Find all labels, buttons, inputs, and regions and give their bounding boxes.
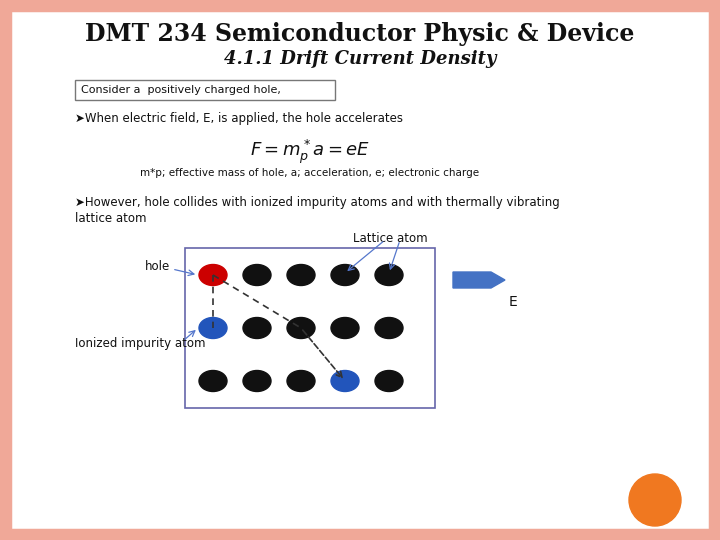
- Text: DMT 234 Semiconductor Physic & Device: DMT 234 Semiconductor Physic & Device: [85, 22, 635, 46]
- Ellipse shape: [331, 370, 359, 392]
- Ellipse shape: [243, 265, 271, 286]
- Ellipse shape: [629, 474, 681, 526]
- Ellipse shape: [331, 265, 359, 286]
- Ellipse shape: [199, 370, 227, 392]
- Text: ➤However, hole collides with ionized impurity atoms and with thermally vibrating: ➤However, hole collides with ionized imp…: [75, 196, 559, 209]
- Ellipse shape: [199, 318, 227, 339]
- Text: lattice atom: lattice atom: [75, 212, 146, 225]
- Ellipse shape: [243, 318, 271, 339]
- Ellipse shape: [287, 370, 315, 392]
- Text: $F = m^*_p a = eE$: $F = m^*_p a = eE$: [250, 138, 370, 166]
- Ellipse shape: [243, 370, 271, 392]
- Ellipse shape: [287, 265, 315, 286]
- Ellipse shape: [375, 318, 403, 339]
- Text: Consider a  positively charged hole,: Consider a positively charged hole,: [81, 85, 281, 95]
- Text: ➤When electric field, E, is applied, the hole accelerates: ➤When electric field, E, is applied, the…: [75, 112, 403, 125]
- Text: m*p; effective mass of hole, a; acceleration, e; electronic charge: m*p; effective mass of hole, a; accelera…: [140, 168, 480, 178]
- Ellipse shape: [375, 265, 403, 286]
- Text: 4.1.1 Drift Current Density: 4.1.1 Drift Current Density: [224, 50, 496, 68]
- Text: Ionized impurity atom: Ionized impurity atom: [75, 336, 205, 349]
- Ellipse shape: [199, 265, 227, 286]
- Bar: [75, 80, 335, 100]
- Text: hole: hole: [145, 260, 170, 273]
- Ellipse shape: [287, 318, 315, 339]
- Bar: [185, 248, 435, 408]
- FancyArrow shape: [453, 272, 505, 288]
- Ellipse shape: [331, 318, 359, 339]
- Ellipse shape: [375, 370, 403, 392]
- Text: E: E: [509, 295, 518, 309]
- Text: Lattice atom: Lattice atom: [353, 232, 427, 245]
